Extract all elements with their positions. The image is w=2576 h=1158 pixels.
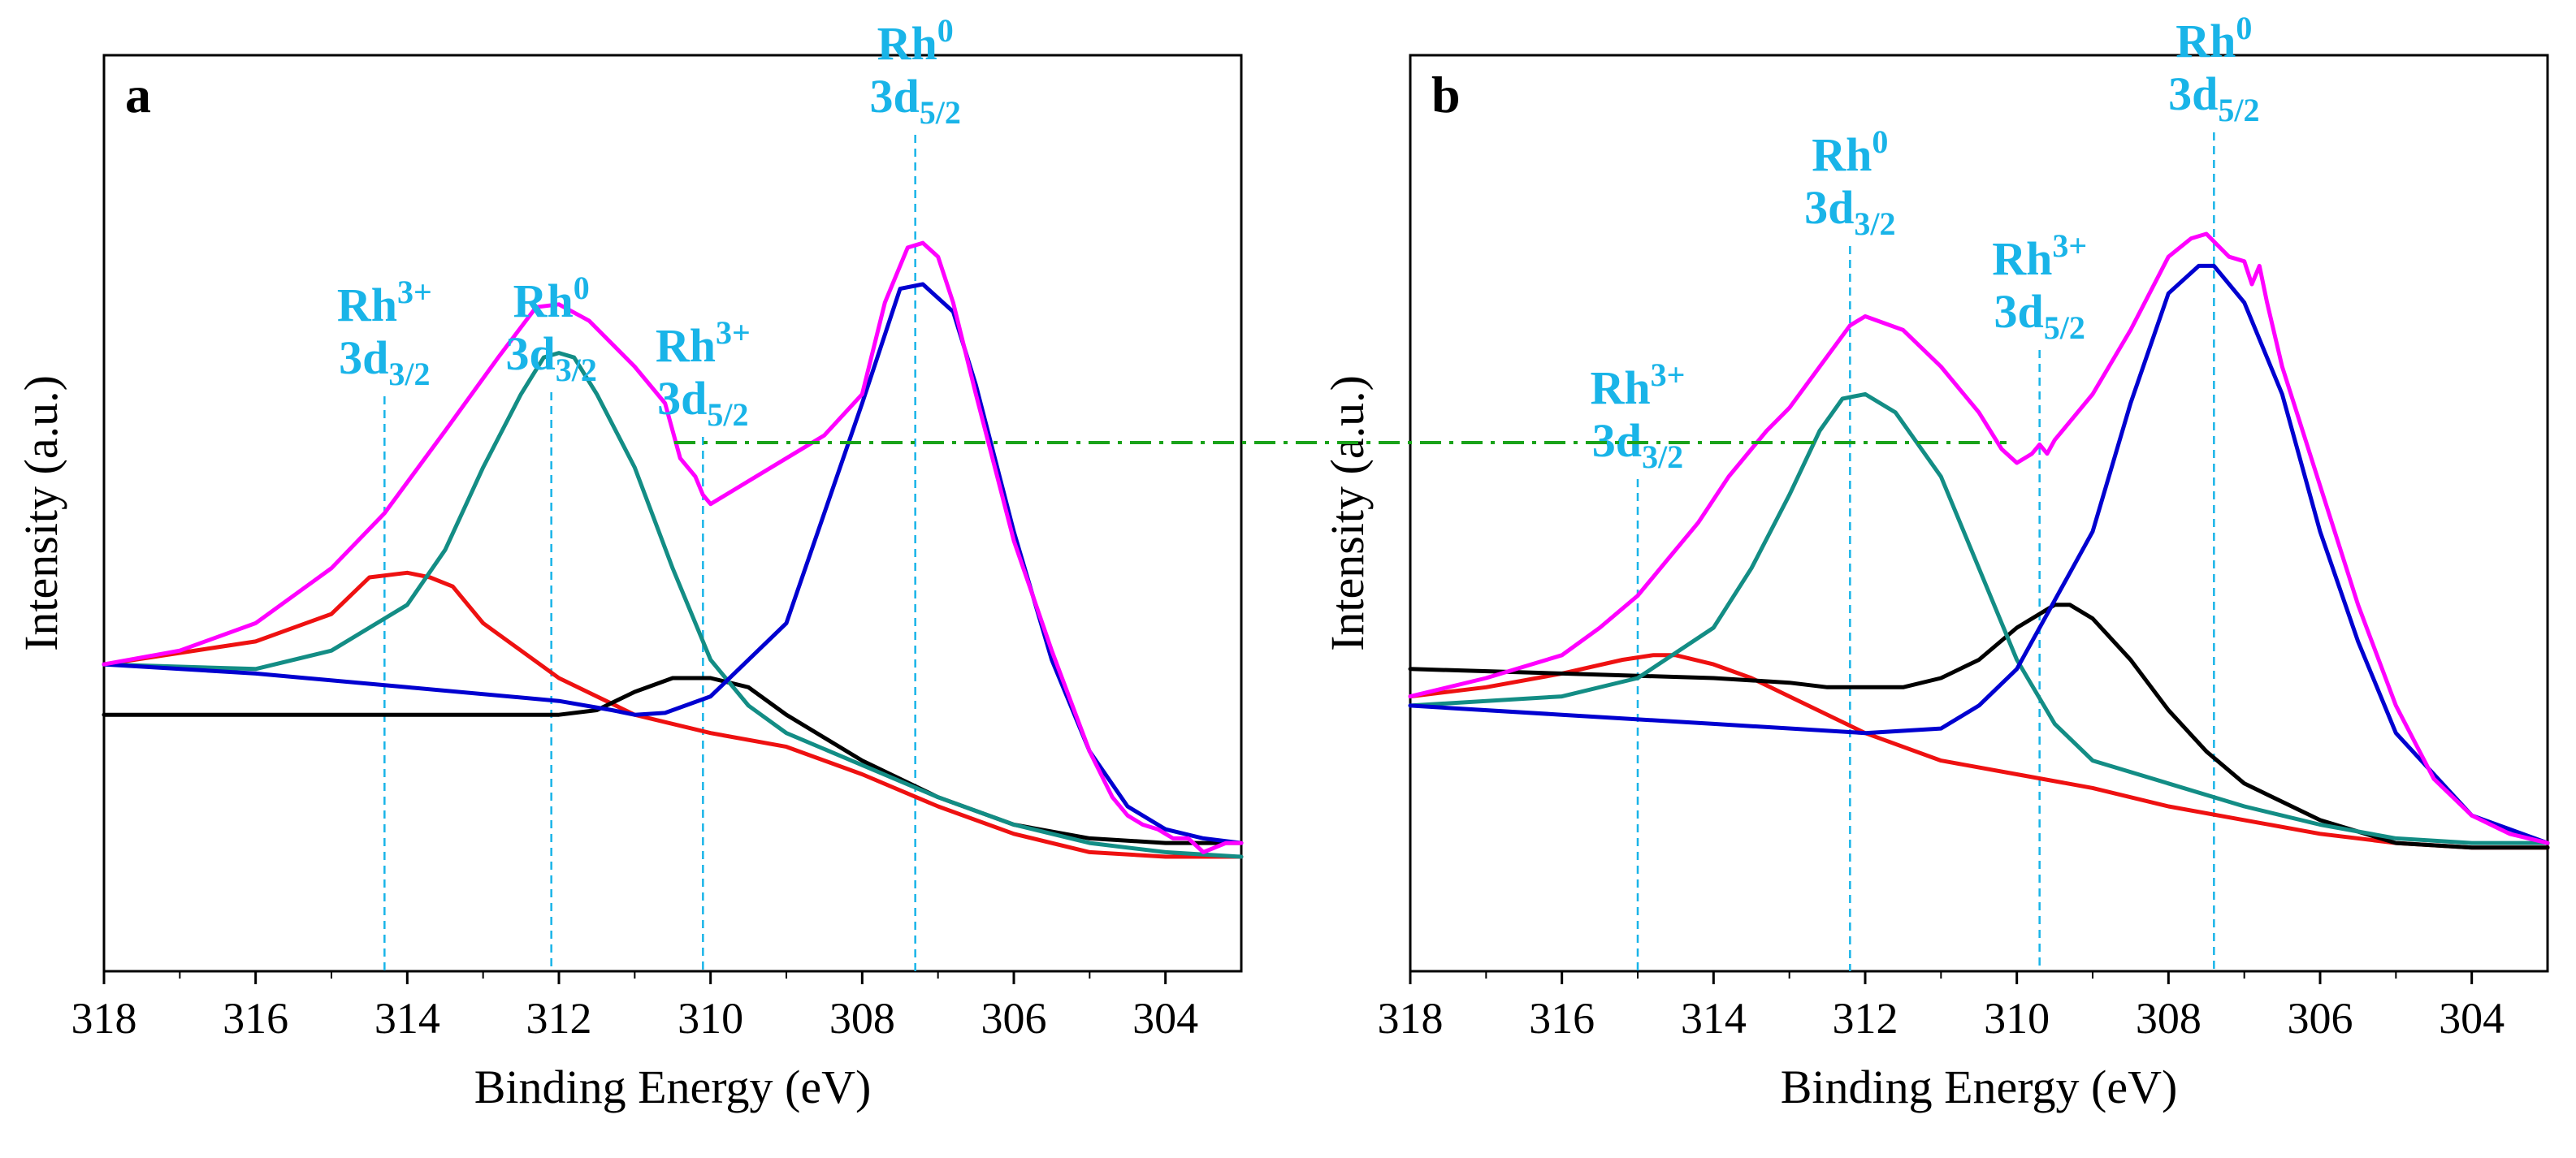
y-axis-label: Intensity (a.u.) (1321, 375, 1374, 651)
panel-label: b (1431, 66, 1461, 123)
peak-label-element: Rh3+ (337, 274, 432, 331)
series-rh0-3d3-2 (1408, 391, 2550, 845)
peak-label-orbital: 3d5/2 (869, 70, 960, 131)
peak-label-orbital: 3d5/2 (657, 372, 748, 433)
series-envelope (102, 240, 1244, 854)
x-tick-label: 316 (1529, 994, 1595, 1043)
series-rh0-3d3-2 (102, 351, 1244, 859)
x-tick-label: 304 (2439, 994, 2505, 1043)
x-tick-label: 310 (678, 994, 743, 1043)
x-tick-label: 312 (526, 994, 592, 1043)
x-tick-label: 308 (829, 994, 895, 1043)
x-tick-label: 306 (981, 994, 1047, 1043)
x-tick-label: 308 (2136, 994, 2202, 1043)
x-tick-label: 310 (1984, 994, 2050, 1043)
peak-label-element: Rh0 (1812, 123, 1888, 181)
x-axis-label: Binding Energy (eV) (1781, 1061, 2178, 1113)
peak-label-orbital: 3d3/2 (339, 331, 430, 392)
panel-b: b 318 316 314 312 310 308 306 304 Binding Energy … (1321, 10, 2550, 1113)
x-tick-label: 304 (1132, 994, 1198, 1043)
peak-label-element: Rh0 (2176, 10, 2252, 67)
x-tick-label: 318 (1378, 994, 1444, 1043)
x-tick-label: 316 (223, 994, 288, 1043)
peak-label-orbital: 3d3/2 (505, 327, 596, 388)
x-tick-label: 312 (1833, 994, 1898, 1043)
panel-label: a (125, 66, 151, 123)
series-rh0-3d5-2 (1408, 263, 2550, 845)
x-tick-label: 306 (2288, 994, 2353, 1043)
peak-label-element: Rh3+ (1992, 227, 2087, 285)
peak-label-orbital: 3d3/2 (1592, 414, 1683, 475)
x-tick-label: 318 (71, 994, 137, 1043)
plot-frame (102, 54, 1243, 973)
peak-label-element: Rh3+ (1591, 356, 1686, 414)
series-rh3-3d3-2 (102, 570, 1244, 859)
y-axis-label: Intensity (a.u.) (15, 375, 67, 651)
series-envelope (1408, 231, 2550, 845)
peak-label-element: Rh0 (877, 12, 954, 70)
x-tick-label: 314 (374, 994, 440, 1043)
peak-label-element: Rh3+ (656, 314, 751, 372)
x-tick-label: 314 (1681, 994, 1747, 1043)
series-rh0-3d5-2 (102, 282, 1244, 845)
peak-label-orbital: 3d5/2 (2168, 67, 2259, 128)
peak-label-element: Rh0 (513, 270, 590, 327)
peak-label-orbital: 3d5/2 (1994, 285, 2085, 346)
panel-a: a 318 316 314 312 310 308 306 304 Binding Energy … (15, 12, 1244, 1113)
plot-frame (1409, 54, 2549, 973)
series-rh3-3d5-2 (1408, 603, 2550, 850)
peak-label-orbital: 3d3/2 (1804, 181, 1895, 242)
x-axis-label: Binding Energy (eV) (474, 1061, 872, 1113)
